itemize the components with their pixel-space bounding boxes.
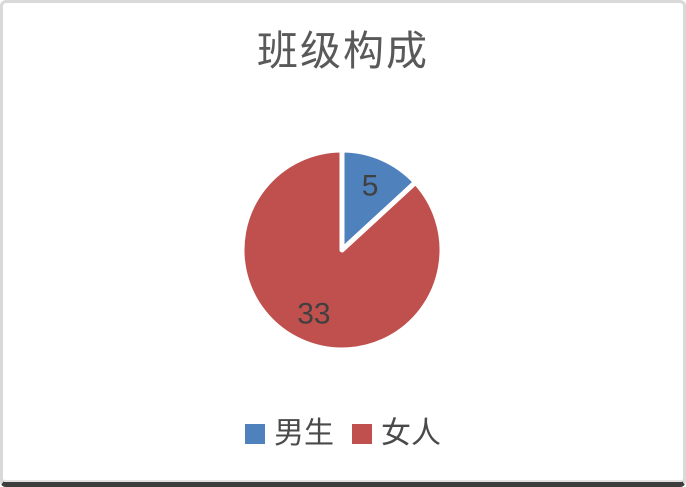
data-label-男生: 5 bbox=[362, 169, 379, 202]
pie-plot-area: 5 33 bbox=[230, 138, 454, 362]
legend-swatch-female bbox=[352, 424, 372, 444]
legend-item-female[interactable]: 女人 bbox=[352, 419, 441, 449]
data-label-女人: 33 bbox=[297, 298, 330, 331]
legend-item-male[interactable]: 男生 bbox=[245, 419, 334, 449]
legend-label-male: 男生 bbox=[274, 417, 334, 450]
chart-title[interactable]: 班级构成 bbox=[257, 28, 429, 74]
legend-label-female: 女人 bbox=[381, 417, 441, 450]
pie-slice-女人[interactable] bbox=[239, 147, 445, 353]
pie-slice-男生[interactable] bbox=[339, 147, 419, 253]
legend-swatch-male bbox=[245, 424, 265, 444]
legend: 男生 女人 bbox=[3, 419, 683, 449]
pie-chart: 5 33 bbox=[239, 147, 445, 353]
